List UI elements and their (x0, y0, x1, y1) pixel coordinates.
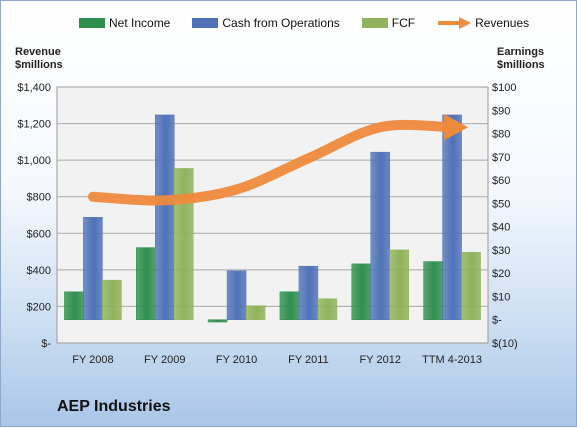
legend-item-fcf: FCF (361, 16, 416, 30)
legend-item-cash-from-operations: Cash from Operations (192, 16, 340, 30)
bar-fcf (389, 249, 409, 320)
right-axis-tick-label: $30 (492, 245, 510, 257)
left-axis-title: Revenue $millions (15, 46, 63, 72)
legend-label-revenues: Revenues (475, 16, 530, 30)
revenues-line (87, 119, 458, 206)
revenues-arrowhead (444, 114, 469, 141)
bar-net-income (423, 261, 443, 320)
bar-cash-from-operations (370, 151, 390, 320)
right-axis-title-line-1: Earnings (497, 46, 545, 58)
legend-label-net-income: Net Income (109, 16, 171, 30)
legend-swatch-cash-from-operations (192, 18, 219, 28)
left-axis-tick-label: $1,400 (17, 82, 51, 94)
right-axis-tick-label: $60 (492, 175, 510, 187)
bar-net-income (279, 291, 300, 320)
right-axis-tick-label: $40 (492, 222, 510, 234)
left-axis-tick-label: $600 (27, 228, 51, 240)
right-axis-tick-label: $(10) (492, 338, 518, 350)
category-label: FY 2011 (288, 354, 329, 366)
bar-fcf (174, 168, 194, 320)
legend-item-revenues: Revenues (437, 16, 529, 30)
bar-fcf (461, 251, 481, 320)
left-axis-tick-label: $800 (27, 192, 51, 204)
bar-net-income (351, 263, 371, 320)
legend-swatch-revenues-arrow-icon (438, 17, 472, 29)
right-axis-tick-label: $50 (492, 198, 510, 210)
right-axis-tick-label: $80 (492, 129, 510, 141)
legend-label-fcf: FCF (391, 16, 416, 30)
category-label: FY 2010 (216, 354, 257, 366)
bar-fcf (245, 305, 266, 320)
legend-swatch-net-income (79, 18, 105, 28)
left-axis-tick-label: $1,000 (17, 155, 51, 167)
legend-swatch-fcf (361, 18, 388, 28)
bar-net-income (207, 319, 228, 323)
category-label: FY 2009 (144, 354, 185, 366)
right-axis-tick-label: $90 (492, 105, 510, 117)
right-axis-tick-label: $70 (492, 152, 510, 164)
legend: Net Income Cash from Operations FCF Reve… (79, 16, 551, 30)
left-axis-tick-label: $- (41, 338, 51, 350)
legend-item-net-income: Net Income (79, 16, 170, 30)
bar-fcf (102, 279, 122, 320)
right-axis-tick-label: $10 (492, 291, 510, 303)
right-axis-title: Earnings $millions (497, 46, 545, 72)
right-axis-tick-label: $100 (492, 82, 516, 94)
bar-cash-from-operations (442, 114, 462, 320)
bar-cash-from-operations (298, 265, 319, 320)
company-title: AEP Industries (57, 398, 171, 415)
right-axis-tick-label: $20 (492, 268, 510, 280)
bar-net-income (64, 291, 84, 320)
left-axis-title-line-2: $millions (15, 59, 63, 71)
left-axis-title-line-1: Revenue (15, 46, 61, 58)
legend-label-cash-from-operations: Cash from Operations (222, 16, 340, 30)
bar-fcf (317, 298, 338, 320)
left-axis-tick-label: $200 (27, 301, 51, 313)
bar-cash-from-operations (226, 270, 247, 320)
right-axis-tick-label: $- (492, 315, 502, 327)
left-axis-tick-label: $1,200 (17, 119, 51, 131)
bar-cash-from-operations (155, 114, 175, 320)
bar-net-income (136, 247, 156, 320)
right-axis-title-line-2: $millions (497, 59, 545, 71)
bar-cash-from-operations (83, 217, 103, 320)
category-label: FY 2008 (72, 354, 113, 366)
left-axis-tick-label: $400 (27, 265, 51, 277)
category-label: TTM 4-2013 (422, 354, 482, 366)
category-label: FY 2012 (360, 354, 401, 366)
